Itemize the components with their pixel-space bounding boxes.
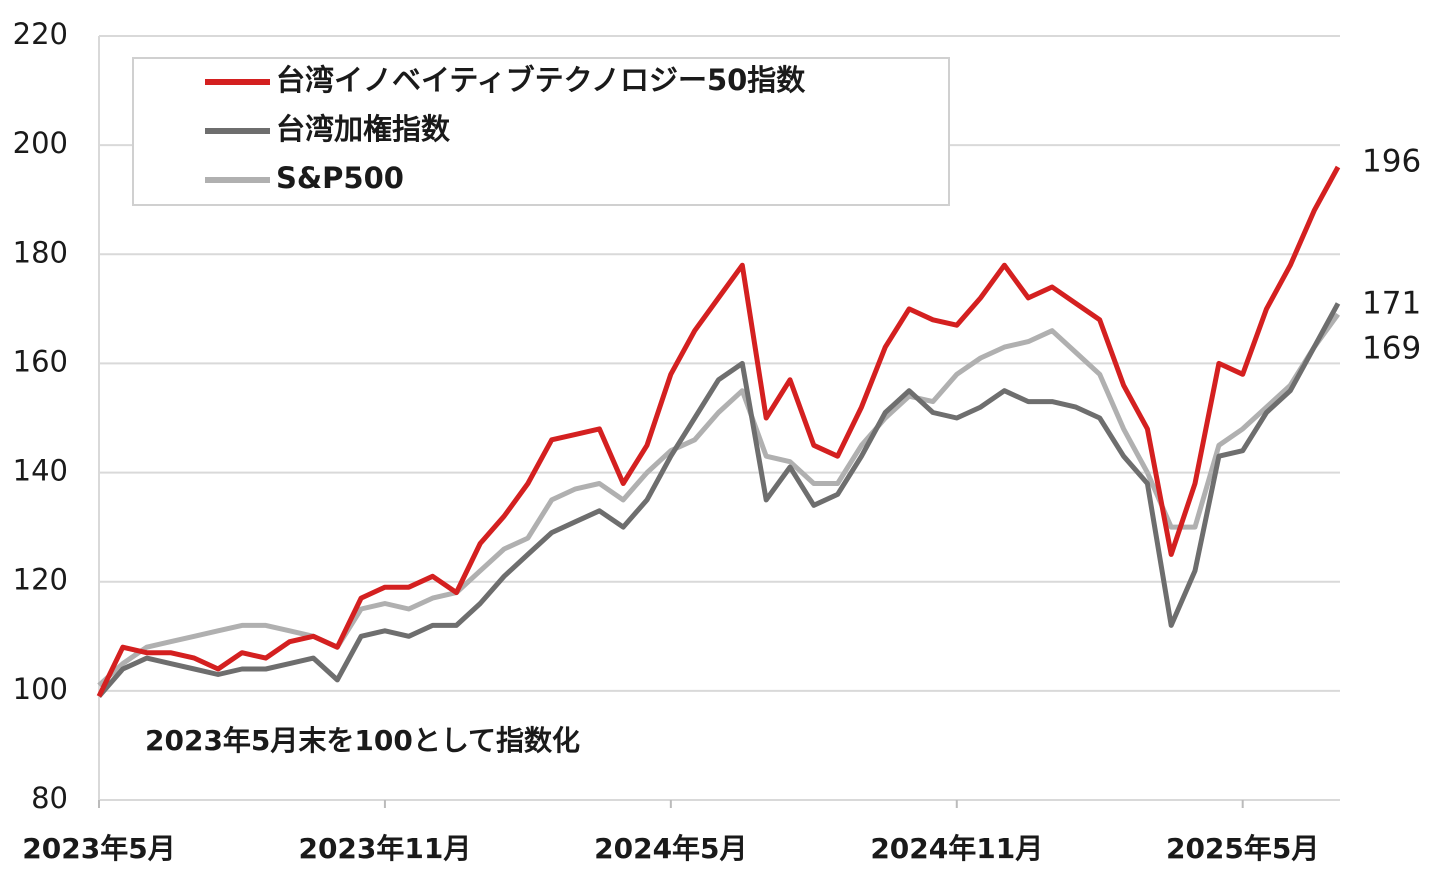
y-tick-label: 140 [13,454,68,488]
y-tick-label: 160 [13,344,68,378]
end-value-label: 196 [1362,144,1421,180]
series-line [96,165,1341,698]
legend-label: 台湾イノベイティブテクノロジー50指数 [276,63,806,97]
y-tick-label: 120 [13,563,68,597]
series-line [97,302,1341,698]
end-value-label: 169 [1362,331,1421,367]
x-tick-label: 2024年5月 [594,832,747,865]
y-tick-label: 200 [13,126,68,160]
x-tick-label: 2023年5月 [22,832,175,865]
y-tick-label: 220 [13,17,68,51]
legend-label: S&P500 [276,161,404,195]
y-tick-label: 80 [31,781,68,815]
legend-label: 台湾加権指数 [276,112,451,146]
x-tick-label: 2025年5月 [1166,832,1319,865]
y-tick-label: 180 [13,235,68,269]
series-line [97,312,1341,688]
x-tick-label: 2024年11月 [870,832,1043,865]
annotation: 2023年5月末を100として指数化 [145,724,580,757]
x-tick-label: 2023年11月 [298,832,471,865]
y-tick-label: 100 [13,672,68,706]
end-value-label: 171 [1362,286,1421,322]
